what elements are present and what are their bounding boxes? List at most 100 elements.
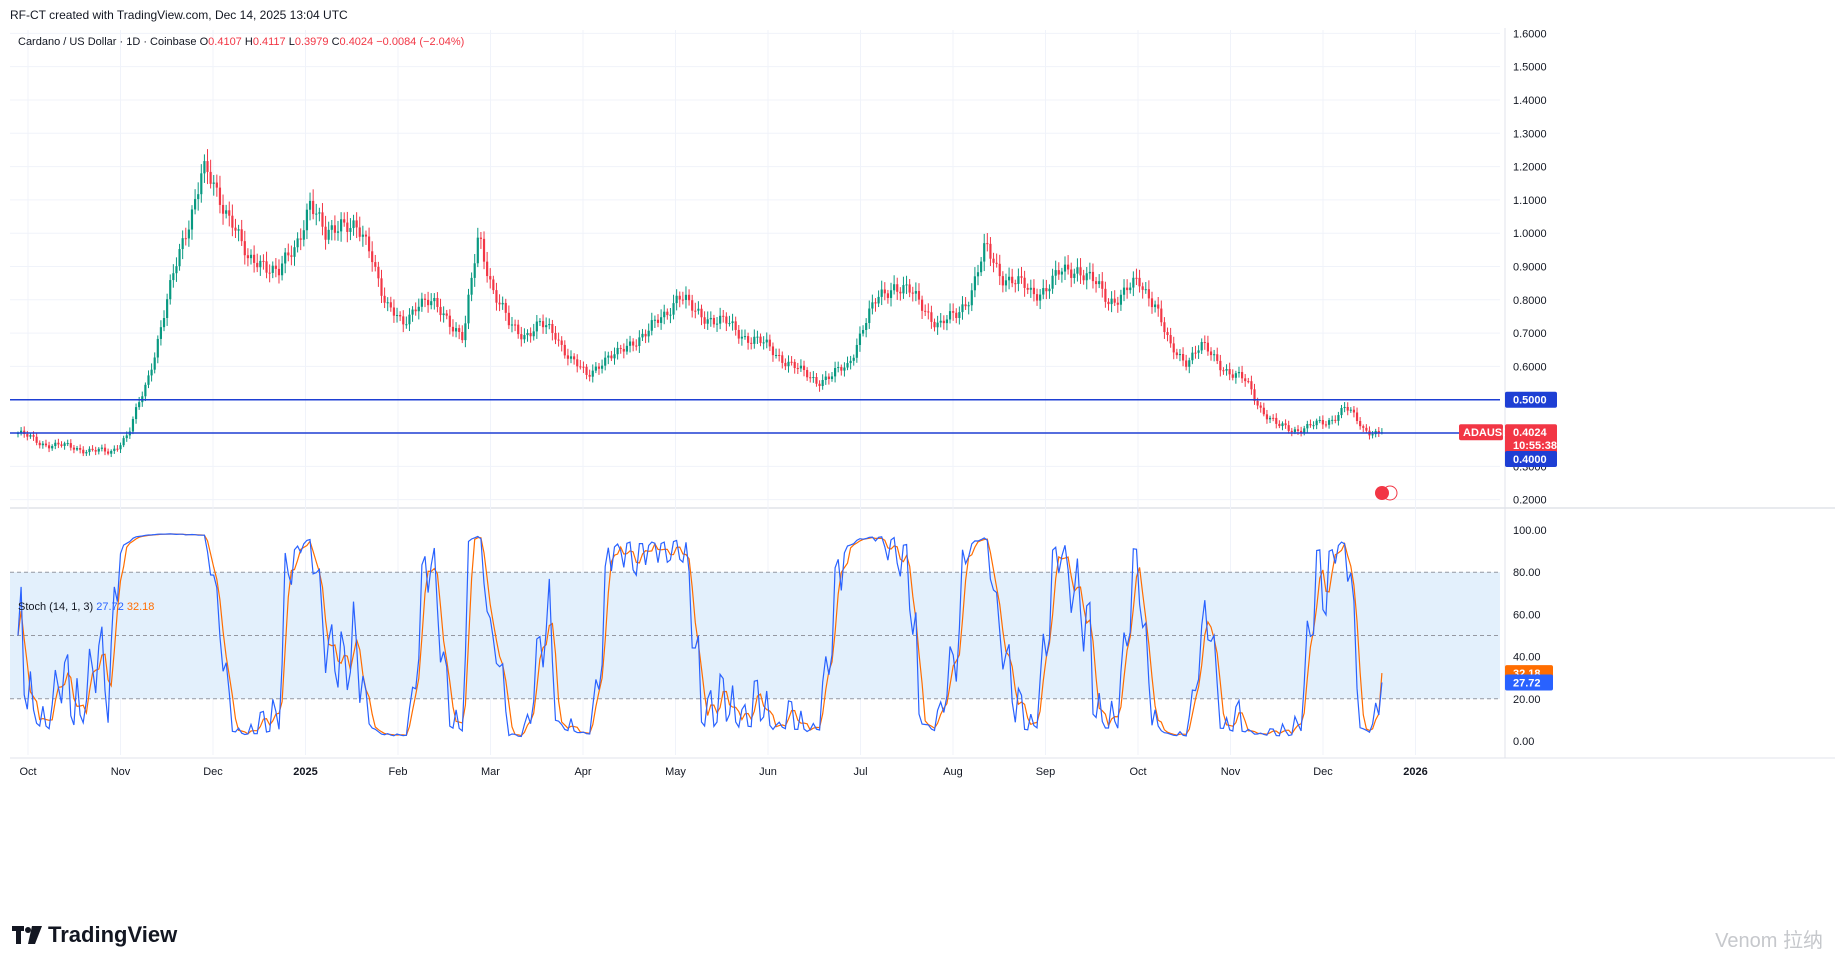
- candle-body: [706, 319, 709, 324]
- candle-body: [610, 355, 613, 359]
- candle-body: [886, 293, 889, 298]
- time-tick-label: Dec: [203, 766, 223, 778]
- candle-body: [719, 315, 722, 324]
- candle-body: [958, 312, 961, 318]
- candle-body: [442, 313, 445, 316]
- candle-body: [38, 442, 41, 446]
- candle-body: [653, 319, 656, 321]
- low-value: 0.3979: [294, 36, 329, 48]
- open-label: O: [199, 36, 209, 48]
- countdown-text: 10:55:38: [1513, 440, 1557, 452]
- candle-body: [399, 315, 402, 317]
- candle-body: [389, 302, 392, 308]
- candle-body: [1188, 360, 1191, 367]
- candle-body: [510, 324, 514, 326]
- candle-body: [352, 220, 355, 229]
- candle-body: [423, 298, 427, 300]
- candle-body: [834, 368, 837, 377]
- candle-body: [1253, 389, 1256, 401]
- candle-body: [1300, 430, 1303, 433]
- candle-body: [343, 219, 346, 223]
- candle-body: [861, 329, 865, 334]
- candle-body: [72, 447, 76, 450]
- candle-body: [249, 254, 253, 259]
- candle-body: [899, 291, 902, 294]
- candle-body: [1160, 308, 1163, 323]
- candle-body: [138, 402, 141, 408]
- candle-body: [110, 450, 113, 454]
- candle-body: [980, 261, 983, 273]
- candle-body: [1256, 400, 1259, 406]
- candle-body: [479, 237, 483, 239]
- candle-body: [1209, 351, 1213, 356]
- candle-body: [1191, 352, 1194, 361]
- candle-body: [284, 252, 287, 264]
- candle-body: [560, 340, 563, 345]
- candle-body: [355, 220, 358, 228]
- candle-body: [622, 348, 625, 352]
- candle-body: [1063, 264, 1067, 272]
- high-label: H: [244, 36, 253, 48]
- candle-body: [796, 368, 799, 370]
- candle-body: [986, 243, 989, 245]
- time-tick-label: 2026: [1403, 766, 1427, 778]
- candle-body: [321, 212, 324, 227]
- candle-body: [489, 276, 492, 280]
- candle-body: [103, 447, 107, 452]
- stoch-label[interactable]: Stoch (14, 1, 3): [18, 601, 94, 613]
- candle-body: [153, 357, 156, 370]
- chart-frame: 1.6000 1.5000 1.4000 1.3000 1.2000 1.1000 1.00…: [10, 28, 1835, 898]
- candle-body: [454, 328, 458, 332]
- candle-body: [122, 438, 125, 446]
- candle-body: [1346, 406, 1349, 411]
- candle-body: [1175, 352, 1178, 356]
- candle-body: [818, 383, 821, 387]
- candle-body: [871, 302, 874, 309]
- candle-body: [709, 317, 712, 320]
- candle-body: [302, 230, 305, 240]
- chart-credit: RF-CT created with TradingView.com, Dec …: [10, 8, 348, 22]
- candle-body: [486, 261, 489, 277]
- candle-body: [613, 354, 616, 359]
- candle-body: [1315, 420, 1318, 426]
- candle-body: [1359, 421, 1362, 427]
- candle-body: [308, 200, 312, 210]
- open-value: 0.4107: [208, 36, 242, 48]
- candle-body: [131, 419, 135, 432]
- candle-body: [504, 302, 507, 313]
- candle-body: [687, 294, 691, 301]
- candle-body: [336, 231, 340, 233]
- candle-body: [740, 336, 743, 339]
- candle-body: [274, 265, 277, 269]
- price-tick-label: 0.7000: [1513, 328, 1547, 340]
- candle-body: [240, 229, 243, 242]
- candle-body: [597, 366, 601, 369]
- candle-body: [520, 334, 523, 340]
- symbol-label[interactable]: Cardano / US Dollar · 1D · Coinbase: [18, 36, 197, 48]
- time-tick-label: Oct: [19, 766, 36, 778]
- candle-body: [383, 295, 386, 303]
- candle-body: [1157, 304, 1160, 309]
- stoch-tick-label: 40.00: [1513, 652, 1541, 664]
- candle-body: [784, 362, 787, 367]
- candle-body: [1349, 409, 1352, 411]
- candle-body: [1324, 424, 1328, 426]
- candle-body: [566, 355, 569, 359]
- price-chart-svg[interactable]: 1.6000 1.5000 1.4000 1.3000 1.2000 1.1000 1.00…: [10, 28, 1835, 898]
- candle-body: [1371, 434, 1374, 436]
- candle-body: [684, 294, 688, 301]
- tradingview-logo[interactable]: TradingView: [12, 922, 177, 948]
- time-tick-label: Feb: [389, 766, 408, 778]
- candle-body: [1181, 354, 1185, 361]
- candle-body: [632, 341, 635, 346]
- candle-body: [206, 161, 209, 172]
- candle-body: [756, 336, 759, 338]
- candle-body: [116, 448, 119, 450]
- stoch-tick-label: 20.00: [1513, 694, 1541, 706]
- candle-body: [464, 323, 467, 341]
- candle-body: [91, 448, 94, 451]
- candle-body: [315, 213, 318, 215]
- candle-body: [402, 316, 405, 325]
- candle-body: [666, 311, 669, 316]
- candle-body: [942, 320, 945, 324]
